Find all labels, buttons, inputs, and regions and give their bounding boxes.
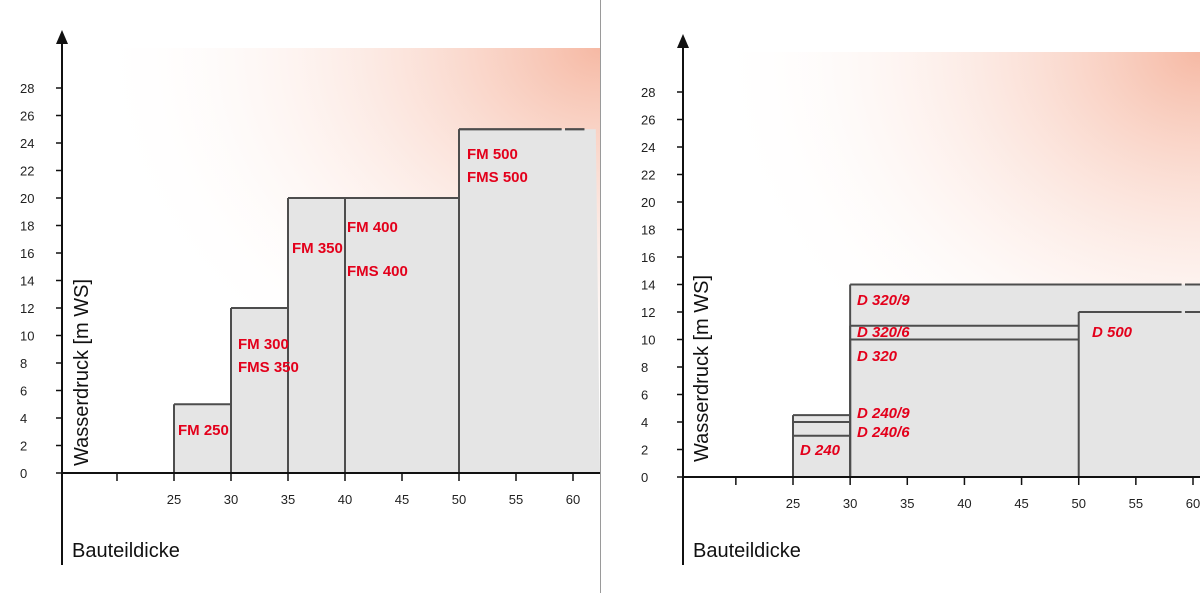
x-tick-label: 40 — [338, 492, 352, 507]
x-axis-title: Bauteildicke — [72, 540, 180, 562]
y-tick-label: 4 — [20, 411, 27, 426]
y-tick-label: 2 — [641, 443, 648, 458]
x-tick-label: 40 — [957, 496, 971, 511]
y-tick-label: 28 — [641, 85, 655, 100]
y-tick-label: 8 — [20, 356, 27, 371]
x-tick-label: 35 — [900, 496, 914, 511]
series-label-d-240: D 240 — [800, 442, 841, 459]
y-tick-label: 2 — [20, 439, 27, 454]
series-label-fms-500: FMS 500 — [467, 169, 528, 186]
x-tick-label: 30 — [843, 496, 857, 511]
y-tick-label: 16 — [20, 246, 34, 261]
fill-layer — [174, 129, 600, 473]
step-lines — [173, 128, 585, 473]
series-label-d-320-6: D 320/6 — [857, 324, 910, 341]
series-label-d-240-6: D 240/6 — [857, 424, 910, 441]
x-tick-label: 25 — [786, 496, 800, 511]
y-tick-label: 22 — [641, 168, 655, 183]
y-tick-label: 18 — [641, 223, 655, 238]
y-tick-label: 0 — [20, 466, 27, 481]
chart-right: 0 2 4 6 8 10 12 14 16 18 20 22 24 26 28 25 30 35 40 45 50 55 6… — [601, 0, 1200, 593]
axes — [56, 30, 600, 565]
x-tick-label: 55 — [509, 492, 523, 507]
series-label-d-320: D 320 — [857, 348, 898, 365]
x-tick-label: 60 — [566, 492, 580, 507]
series-label-d-240-9: D 240/9 — [857, 405, 910, 422]
x-tick-label: 30 — [224, 492, 238, 507]
y-tick-label: 18 — [20, 219, 34, 234]
x-tick-label: 55 — [1129, 496, 1143, 511]
y-tick-label: 14 — [641, 278, 655, 293]
y-tick-label: 20 — [641, 195, 655, 210]
step-lines — [792, 283, 1200, 477]
series-label-fm-250: FM 250 — [178, 422, 229, 439]
series-label-fms-400: FMS 400 — [347, 263, 408, 280]
x-tick-label: 45 — [1014, 496, 1028, 511]
x-tick-label: 60 — [1186, 496, 1200, 511]
fill-layer — [793, 284, 1200, 477]
series-label-fm-300: FM 300 — [238, 336, 289, 353]
series-label-fm-350: FM 350 — [292, 240, 343, 257]
x-tick-label: 45 — [395, 492, 409, 507]
y-tick-label: 20 — [20, 191, 34, 206]
x-axis-title: Bauteildicke — [693, 540, 801, 562]
y-tick-label: 6 — [20, 384, 27, 399]
y-tick-label: 14 — [20, 274, 34, 289]
y-axis-title: Wasserdruck [m WS] — [71, 279, 93, 466]
series-label-fm-400: FM 400 — [347, 219, 398, 236]
chart-left: 0 2 4 6 8 10 12 14 16 18 20 22 24 26 28 25 30 35 40 45 50 55 6… — [20, 30, 600, 565]
y-tick-label: 16 — [641, 250, 655, 265]
axes — [677, 34, 1200, 565]
series-label-d-320-9: D 320/9 — [857, 292, 910, 309]
x-tick-label: 50 — [452, 492, 466, 507]
series-label-d-500: D 500 — [1092, 324, 1133, 341]
region-fill — [174, 129, 600, 473]
y-tick-label: 4 — [641, 415, 648, 430]
y-axis-arrow — [56, 30, 68, 44]
panel-divider — [600, 0, 601, 593]
y-tick-label: 10 — [20, 329, 34, 344]
series-label-fm-500: FM 500 — [467, 146, 518, 163]
x-tick-label: 35 — [281, 492, 295, 507]
y-tick-label: 26 — [641, 113, 655, 128]
y-tick-label: 6 — [641, 388, 648, 403]
y-tick-label: 24 — [20, 136, 34, 151]
region-fill — [793, 284, 1200, 477]
series-labels: D 240 D 240/6 D 240/9 D 320 D 320/6 D 320/9 D … — [800, 292, 1133, 459]
x-tick-label: 25 — [167, 492, 181, 507]
y-tick-label: 28 — [20, 81, 34, 96]
y-tick-label: 26 — [20, 109, 34, 124]
y-axis-arrow — [677, 34, 689, 48]
y-tick-label: 22 — [20, 164, 34, 179]
y-tick-label: 10 — [641, 333, 655, 348]
y-axis-title-right: Wasserdruck [m WS] — [691, 275, 713, 462]
y-tick-label: 12 — [20, 301, 34, 316]
y-tick-label: 24 — [641, 140, 655, 155]
x-tick-label: 50 — [1071, 496, 1085, 511]
y-tick-label: 8 — [641, 360, 648, 375]
y-tick-label: 12 — [641, 305, 655, 320]
series-label-fms-350: FMS 350 — [238, 359, 299, 376]
y-tick-label: 0 — [641, 470, 648, 485]
